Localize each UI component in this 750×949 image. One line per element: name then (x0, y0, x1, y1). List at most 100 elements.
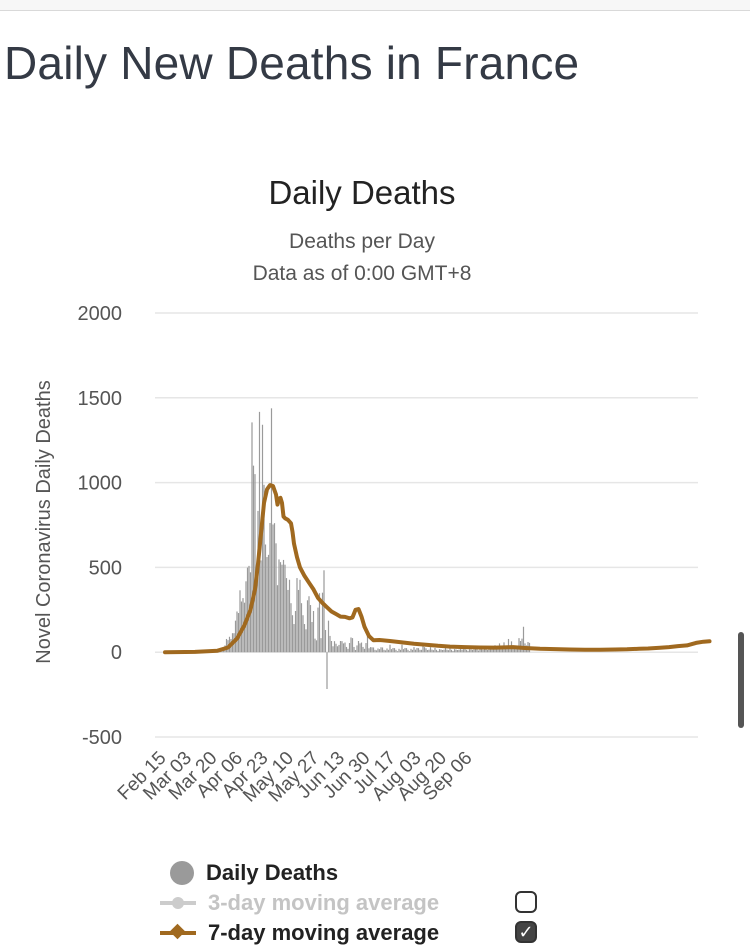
daily-deaths-bar[interactable] (384, 650, 387, 653)
daily-deaths-bar[interactable] (441, 649, 444, 653)
daily-deaths-bar[interactable] (278, 559, 280, 653)
daily-deaths-bar[interactable] (321, 592, 324, 653)
daily-deaths-bar[interactable] (299, 579, 301, 653)
daily-deaths-bar[interactable] (297, 589, 300, 653)
daily-deaths-bar[interactable] (327, 620, 330, 653)
daily-deaths-bar[interactable] (390, 649, 393, 653)
daily-deaths-bar[interactable] (309, 605, 312, 653)
daily-deaths-bar[interactable] (360, 642, 363, 653)
daily-deaths-bar[interactable] (468, 649, 471, 653)
daily-deaths-bar[interactable] (447, 650, 450, 653)
daily-deaths-bar[interactable] (315, 640, 318, 653)
daily-deaths-bar[interactable] (446, 649, 448, 653)
daily-deaths-bar[interactable] (522, 626, 525, 653)
daily-deaths-bar[interactable] (257, 510, 259, 653)
daily-deaths-bar[interactable] (236, 611, 238, 653)
daily-deaths-bar[interactable] (276, 585, 279, 653)
daily-deaths-bar[interactable] (378, 649, 381, 653)
daily-deaths-bar[interactable] (435, 649, 438, 653)
daily-deaths-bar[interactable] (324, 629, 327, 653)
daily-deaths-bar[interactable] (413, 647, 415, 653)
daily-deaths-bar[interactable] (254, 474, 256, 653)
daily-deaths-bar[interactable] (353, 646, 355, 653)
daily-deaths-bar[interactable] (402, 649, 405, 653)
daily-deaths-bar[interactable] (483, 648, 486, 653)
daily-deaths-bar[interactable] (275, 543, 277, 653)
daily-deaths-bar[interactable] (282, 559, 285, 653)
daily-deaths-bar[interactable] (428, 649, 430, 653)
daily-deaths-bar[interactable] (225, 638, 228, 653)
daily-deaths-bar[interactable] (521, 638, 523, 653)
daily-deaths-bar[interactable] (476, 648, 478, 653)
daily-deaths-bar[interactable] (365, 643, 367, 653)
daily-deaths-bar[interactable] (414, 649, 417, 653)
daily-deaths-bar[interactable] (380, 647, 382, 653)
daily-deaths-bar[interactable] (339, 641, 342, 653)
daily-deaths-bar[interactable] (434, 647, 436, 653)
daily-deaths-bar[interactable] (389, 644, 391, 653)
daily-deaths-bar[interactable] (419, 649, 421, 653)
daily-deaths-bar[interactable] (449, 647, 451, 653)
daily-deaths-bar[interactable] (467, 650, 469, 653)
daily-deaths-bar[interactable] (429, 647, 432, 653)
daily-deaths-bar[interactable] (264, 544, 267, 653)
daily-deaths-bar[interactable] (270, 408, 273, 653)
legend-item-7day-average[interactable]: 7-day moving average ✓ (160, 918, 537, 948)
daily-deaths-bar[interactable] (399, 649, 402, 653)
daily-deaths-bar[interactable] (267, 554, 270, 653)
daily-deaths-bar[interactable] (305, 629, 307, 653)
daily-deaths-bar[interactable] (351, 638, 354, 653)
daily-deaths-bar[interactable] (285, 578, 288, 653)
daily-deaths-bar[interactable] (471, 649, 474, 653)
daily-deaths-bar[interactable] (444, 647, 447, 653)
daily-deaths-bar[interactable] (456, 649, 459, 653)
daily-deaths-bar[interactable] (308, 596, 310, 653)
daily-deaths-bar[interactable] (356, 645, 358, 653)
daily-deaths-bar[interactable] (482, 649, 484, 653)
daily-deaths-bar[interactable] (488, 648, 490, 653)
daily-deaths-bar[interactable] (486, 649, 489, 653)
daily-deaths-bar[interactable] (246, 567, 249, 653)
daily-deaths-bar[interactable] (348, 643, 351, 653)
daily-deaths-bar[interactable] (303, 624, 306, 653)
daily-deaths-bar[interactable] (306, 600, 309, 653)
daily-deaths-bar[interactable] (398, 648, 400, 653)
daily-deaths-bar[interactable] (408, 651, 411, 653)
daily-deaths-bar[interactable] (291, 615, 294, 653)
daily-deaths-bar[interactable] (518, 638, 520, 653)
daily-deaths-bar[interactable] (417, 648, 420, 653)
daily-deaths-bar[interactable] (455, 649, 457, 653)
daily-deaths-bar[interactable] (281, 564, 283, 653)
legend-item-3day-average[interactable]: 3-day moving average (160, 888, 537, 918)
daily-deaths-bar[interactable] (234, 620, 237, 653)
daily-deaths-bar[interactable] (354, 649, 357, 653)
daily-deaths-bar[interactable] (491, 647, 493, 653)
daily-deaths-bar[interactable] (251, 422, 253, 653)
daily-deaths-bar[interactable] (366, 633, 369, 653)
daily-deaths-bar[interactable] (266, 557, 268, 653)
daily-deaths-bar[interactable] (317, 607, 319, 653)
daily-deaths-bar[interactable] (440, 649, 442, 653)
daily-deaths-bar[interactable] (357, 641, 360, 653)
daily-deaths-bar[interactable] (438, 649, 441, 653)
daily-deaths-bar[interactable] (272, 524, 274, 653)
daily-deaths-bar[interactable] (473, 649, 475, 653)
daily-deaths-bar[interactable] (294, 610, 297, 653)
daily-deaths-bar[interactable] (296, 578, 298, 653)
daily-deaths-bar[interactable] (393, 648, 396, 653)
daily-deaths-bar[interactable] (377, 648, 379, 653)
daily-deaths-bar[interactable] (332, 646, 334, 653)
daily-deaths-bar[interactable] (401, 644, 403, 653)
daily-deaths-bar[interactable] (495, 648, 498, 653)
daily-deaths-bar[interactable] (458, 649, 460, 653)
daily-deaths-bar[interactable] (375, 650, 378, 653)
daily-deaths-bar[interactable] (416, 647, 418, 653)
daily-deaths-bar[interactable] (255, 564, 258, 653)
daily-deaths-bar[interactable] (284, 564, 286, 653)
daily-deaths-bar[interactable] (470, 649, 472, 653)
daily-deaths-bar[interactable] (411, 649, 414, 653)
daily-deaths-bar[interactable] (462, 649, 465, 653)
daily-deaths-bar[interactable] (425, 648, 427, 653)
daily-deaths-bar[interactable] (314, 638, 316, 653)
daily-deaths-bar[interactable] (474, 647, 477, 653)
